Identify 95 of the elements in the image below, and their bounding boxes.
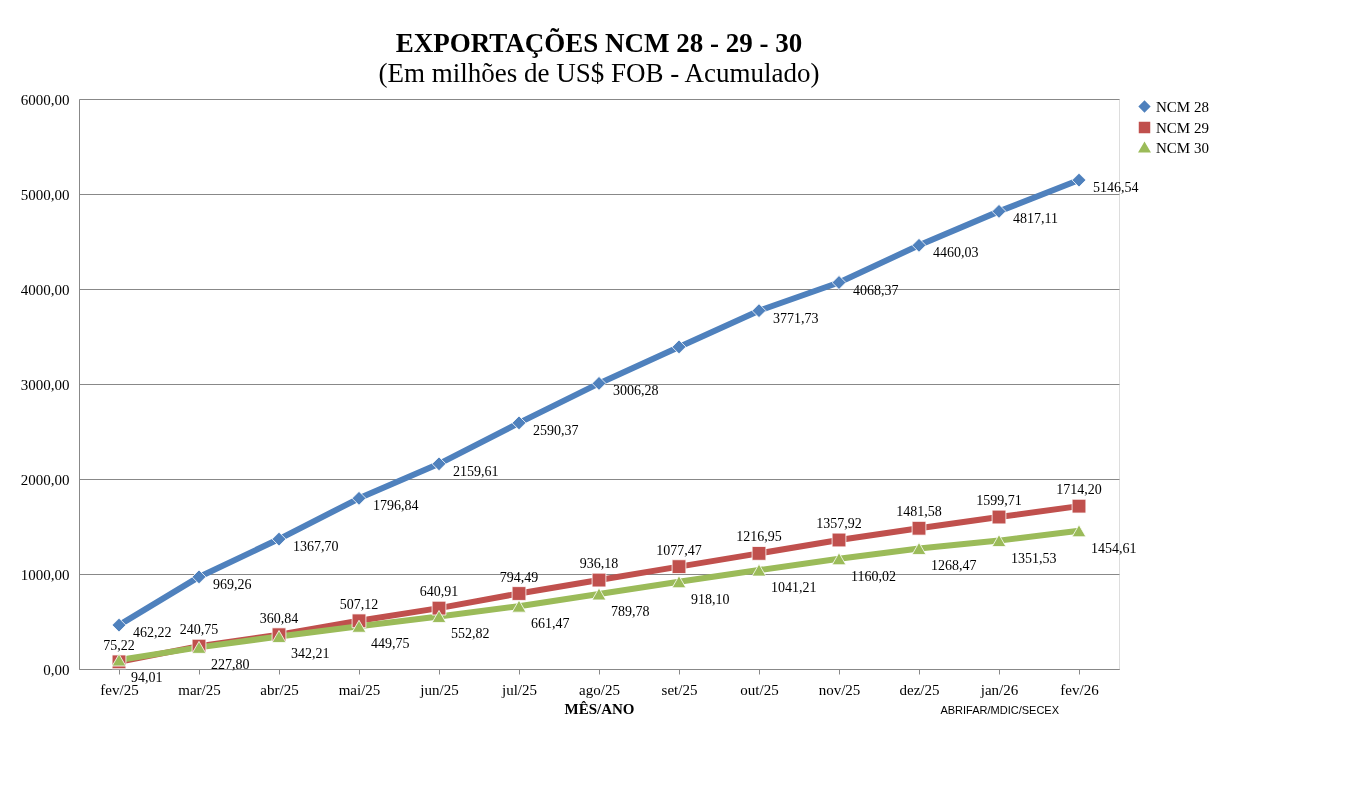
x-tick-label: jul/25 (500, 681, 538, 698)
point (671, 559, 687, 574)
y-tick-label: 5000,00 (20, 186, 70, 203)
point (1071, 172, 1087, 188)
point (1071, 524, 1087, 538)
data-label: 4068,37 (853, 282, 899, 298)
point (191, 569, 207, 585)
y-tick-label: 6000,00 (20, 91, 70, 108)
point (751, 303, 767, 318)
data-label: 4460,03 (933, 245, 979, 261)
data-label: 462,22 (133, 625, 172, 641)
point (831, 552, 847, 566)
point (671, 575, 687, 589)
point (991, 509, 1007, 525)
point (991, 534, 1007, 547)
data-label: 552,82 (451, 626, 490, 642)
data-label: 1077,47 (656, 542, 702, 558)
y-tick-label: 3000,00 (20, 376, 70, 393)
point (511, 586, 527, 601)
data-label: 360,84 (259, 610, 299, 626)
data-label: 936,18 (579, 556, 619, 572)
point (831, 532, 847, 548)
point (111, 617, 127, 633)
point (831, 275, 847, 290)
y-tick-label: 4000,00 (20, 281, 70, 298)
x-tick-label: dez/25 (899, 681, 940, 698)
point (591, 572, 607, 588)
x-tick-label: out/25 (740, 681, 779, 698)
point (351, 491, 367, 506)
data-label: 661,47 (531, 616, 570, 632)
data-label: 227,80 (211, 657, 250, 673)
data-label: 1041,21 (771, 580, 817, 596)
point (911, 238, 927, 253)
x-tick-label: jan/26 (979, 681, 1019, 698)
chart-subtitle: (Em milhões de US$ FOB - Acumulado) (378, 58, 820, 88)
data-label: 640,91 (419, 584, 459, 600)
x-tick-label: mai/25 (338, 681, 381, 698)
legend-label: NCM 28 (1156, 98, 1209, 115)
x-tick-label: ago/25 (579, 681, 620, 698)
point (911, 520, 927, 536)
data-label: 969,26 (213, 576, 252, 592)
data-label: 1454,61 (1091, 540, 1137, 556)
data-label: 1357,92 (816, 516, 862, 531)
x-tick-label: abr/25 (260, 681, 299, 698)
point (351, 619, 367, 633)
data-label: 507,12 (339, 596, 379, 612)
point (671, 339, 687, 355)
legend-label: NCM 30 (1156, 139, 1209, 156)
point (511, 415, 527, 431)
data-label: 3771,73 (773, 310, 819, 326)
point (271, 531, 287, 547)
y-tick-label: 0,00 (43, 661, 70, 678)
data-label: 240,75 (179, 622, 219, 638)
data-label: 1599,71 (976, 493, 1022, 509)
data-label: 794,49 (499, 569, 539, 585)
data-label: 2159,61 (453, 463, 499, 479)
text: ABRIFAR/MDIC/SECEX (940, 704, 1060, 716)
data-label: 1714,20 (1056, 482, 1102, 498)
data-label: 4817,11 (1013, 211, 1058, 227)
point (751, 563, 767, 577)
point (431, 610, 447, 623)
data-label: 1351,53 (1011, 550, 1057, 566)
data-label: 5146,54 (1093, 180, 1139, 196)
data-label: 75,22 (103, 637, 135, 653)
data-label: 1216,95 (736, 529, 782, 545)
y-tick-label: 2000,00 (20, 471, 70, 488)
data-label: 1796,84 (373, 498, 419, 514)
x-tick-label: mar/25 (178, 681, 221, 698)
y-tick-label: 1000,00 (20, 566, 70, 583)
x-axis-title: MÊS/ANO (564, 700, 635, 717)
point (591, 587, 607, 601)
data-label: 1160,02 (851, 568, 896, 584)
data-label: 2590,37 (533, 422, 579, 438)
x-tick-label: fev/26 (1060, 681, 1100, 698)
point (591, 376, 607, 391)
data-label: 789,78 (611, 603, 650, 619)
chart-title: EXPORTAÇÕES NCM 28 - 29 - 30 (395, 28, 803, 58)
data-label: 449,75 (371, 636, 410, 652)
x-tick-label: jun/25 (419, 681, 459, 698)
point (511, 599, 527, 613)
legend-label: NCM 29 (1156, 119, 1209, 136)
data-label: 3006,28 (613, 383, 659, 399)
x-tick-label: nov/25 (818, 681, 861, 698)
x-tick-label: set/25 (661, 681, 698, 698)
point (431, 456, 447, 472)
data-label: 1481,58 (896, 504, 942, 520)
data-label: 918,10 (691, 591, 730, 607)
data-label: 1367,70 (293, 539, 339, 555)
point (911, 542, 927, 555)
data-label: 342,21 (291, 646, 330, 662)
point (751, 546, 767, 561)
point (431, 600, 447, 616)
point (1071, 498, 1087, 514)
point (991, 204, 1007, 219)
data-label: 1268,47 (931, 558, 977, 574)
